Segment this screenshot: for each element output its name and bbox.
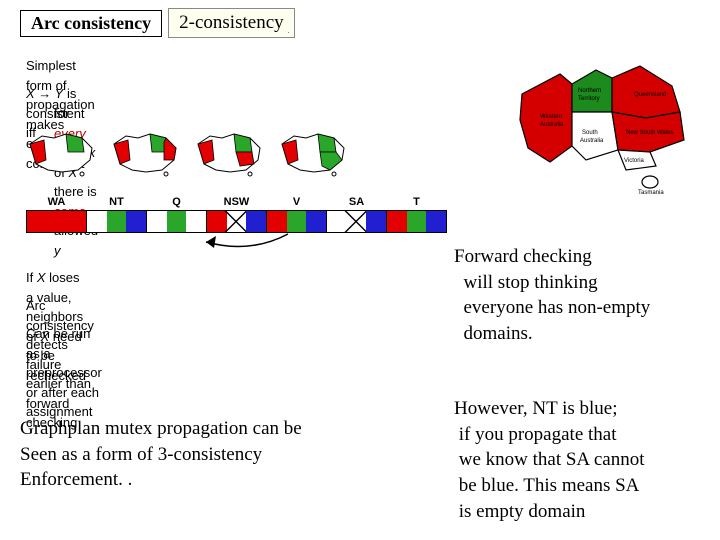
region-label-nt: Northern: [578, 88, 601, 94]
t: Seen as a form of 3-consistency: [20, 442, 400, 468]
domain-cell: [27, 211, 87, 233]
state-header: T: [387, 194, 447, 211]
however-note: However, NT is blue; if you propagate th…: [454, 396, 704, 524]
callout-connector: [288, 32, 289, 33]
domain-cell: [207, 211, 267, 233]
region-label-wa: Western: [540, 114, 562, 120]
region-label-sa: South: [582, 130, 598, 136]
t: Forward checking: [454, 244, 650, 270]
color-swatch: [186, 211, 206, 232]
t: we know that SA cannot: [454, 447, 704, 473]
t: X → Y: [26, 86, 63, 101]
domain-cell: [147, 211, 207, 233]
region-label-v: Victoria: [624, 158, 645, 164]
t: is empty domain: [454, 499, 704, 525]
t: If: [26, 270, 37, 285]
color-swatch: [287, 211, 307, 232]
color-swatch: [147, 211, 167, 232]
region-label-t: Tasmania: [638, 190, 664, 196]
mini-map-1: [26, 130, 98, 178]
state-header: Q: [147, 194, 207, 211]
color-swatch: [167, 211, 187, 232]
recheck-arrow-icon: [200, 232, 290, 256]
domain-cell: [327, 211, 387, 233]
state-header: NSW: [207, 194, 267, 211]
t: Enforcement. .: [20, 467, 400, 493]
graphplan-note: Graphplan mutex propagation can be Seen …: [20, 416, 400, 493]
state-header: V: [267, 194, 327, 211]
domain-table: WANTQNSWVSAT: [26, 194, 447, 233]
region-label-nsw: New South Wales: [626, 130, 673, 136]
domain-cell: [87, 211, 147, 233]
forward-checking-note: Forward checking will stop thinking ever…: [454, 244, 650, 347]
color-swatch: [306, 211, 326, 232]
t: domains.: [454, 321, 650, 347]
svg-text:Australia: Australia: [580, 138, 604, 144]
mini-map-4: [278, 130, 350, 178]
region-label-q: Queensland: [634, 92, 666, 98]
big-australia-map: Western Australia Northern Territory Que…: [516, 56, 696, 196]
title-box: Arc consistency: [20, 10, 162, 37]
state-header: NT: [87, 194, 147, 211]
color-swatch: [327, 211, 347, 232]
t: everyone has non-empty: [454, 295, 650, 321]
color-swatch: [207, 211, 227, 232]
color-swatch: [246, 211, 266, 232]
state-header: SA: [327, 194, 387, 211]
svg-text:Territory: Territory: [578, 96, 600, 102]
color-swatch: [27, 211, 86, 232]
t: will stop thinking: [454, 270, 650, 296]
mini-map-3: [194, 130, 266, 178]
title-row: Arc consistency 2-consistency: [20, 8, 295, 38]
color-swatch: [426, 211, 446, 232]
color-swatch: [347, 211, 367, 232]
color-swatch: [126, 211, 146, 232]
t: Graphplan mutex propagation can be: [20, 416, 400, 442]
color-swatch: [267, 211, 287, 232]
color-swatch: [407, 211, 427, 232]
mini-map-2: [110, 130, 182, 178]
t: Can be run as a preprocessor or after ea…: [26, 324, 102, 422]
callout-2consistency: 2-consistency: [168, 8, 294, 38]
domain-cell: [387, 211, 447, 233]
t: if you propagate that: [454, 422, 704, 448]
state-header: WA: [27, 194, 87, 211]
color-swatch: [366, 211, 386, 232]
svg-text:Australia: Australia: [540, 122, 564, 128]
domain-cell: [267, 211, 327, 233]
color-swatch: [107, 211, 127, 232]
color-swatch: [387, 211, 407, 232]
color-swatch: [227, 211, 247, 232]
t: X: [37, 270, 46, 285]
t: However, NT is blue;: [454, 396, 704, 422]
t: y: [54, 243, 61, 258]
color-swatch: [87, 211, 107, 232]
t: for: [54, 106, 69, 121]
t: be blue. This means SA: [454, 473, 704, 499]
mini-map-sequence: [26, 130, 350, 178]
